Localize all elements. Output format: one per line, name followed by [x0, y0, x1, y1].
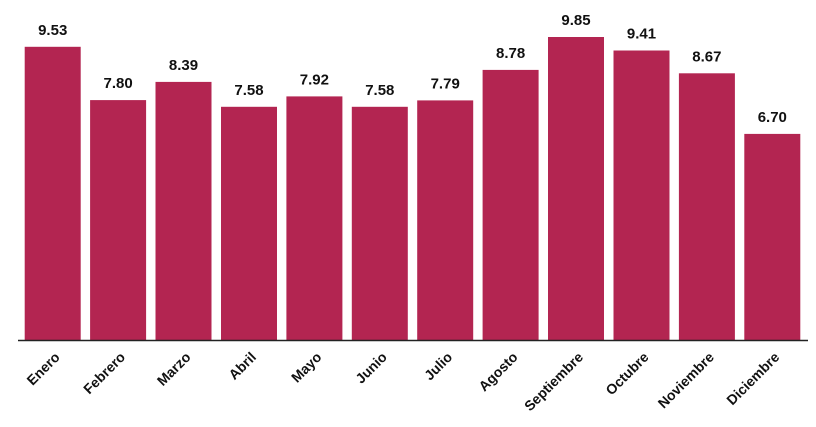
- value-label-mayo: 7.92: [300, 71, 329, 88]
- value-label-febrero: 7.80: [103, 75, 132, 92]
- bar-mayo: [286, 96, 343, 341]
- bars-group: [24, 37, 801, 341]
- value-label-julio: 7.79: [431, 75, 460, 92]
- bar-agosto: [482, 69, 539, 341]
- category-labels-group: Enero Febrero Marzo Abril Mayo Junio Julio Agos…: [23, 349, 782, 414]
- category-label-abril: Abril: [225, 349, 259, 383]
- category-label-septiembre: Septiembre: [521, 349, 586, 414]
- bar-octubre: [613, 50, 670, 340]
- value-label-noviembre: 8.67: [692, 48, 721, 65]
- value-label-abril: 7.58: [234, 82, 263, 99]
- bar-diciembre: [744, 133, 801, 340]
- bar-abril: [221, 106, 277, 340]
- value-label-agosto: 8.78: [496, 45, 525, 62]
- category-label-agosto: Agosto: [475, 349, 520, 394]
- bar-junio: [351, 106, 408, 340]
- value-label-octubre: 9.41: [627, 26, 656, 43]
- category-label-enero: Enero: [23, 349, 62, 388]
- bar-enero: [24, 46, 81, 341]
- bar-julio: [417, 100, 474, 341]
- value-labels-group: 9.53 7.80 8.39 7.58 7.92 7.58 7.79 8.78 9.85 9.41…: [38, 12, 787, 126]
- category-label-mayo: Mayo: [288, 349, 325, 386]
- bar-septiembre: [548, 37, 604, 340]
- category-label-octubre: Octubre: [602, 349, 651, 398]
- category-label-noviembre: Noviembre: [655, 349, 718, 412]
- category-label-diciembre: Diciembre: [723, 349, 782, 408]
- value-label-diciembre: 6.70: [758, 109, 787, 126]
- value-label-marzo: 8.39: [169, 57, 198, 74]
- bar-febrero: [90, 100, 147, 340]
- value-label-enero: 9.53: [38, 22, 67, 39]
- category-label-marzo: Marzo: [154, 349, 194, 389]
- category-label-julio: Julio: [421, 349, 455, 383]
- value-label-junio: 7.58: [365, 82, 394, 99]
- bar-marzo: [155, 81, 212, 341]
- bar-noviembre: [678, 73, 735, 341]
- category-label-junio: Junio: [352, 349, 390, 387]
- category-label-febrero: Febrero: [80, 349, 128, 397]
- value-label-septiembre: 9.85: [561, 12, 590, 29]
